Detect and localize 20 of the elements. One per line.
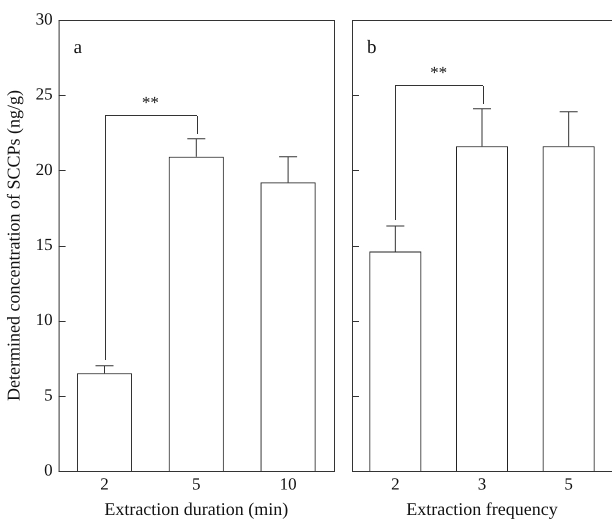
y-tick-label: 0 bbox=[44, 460, 53, 480]
y-tick-label: 10 bbox=[36, 310, 53, 330]
x-axis-title: Extraction frequency bbox=[406, 498, 558, 519]
annotation: ** bbox=[430, 62, 448, 83]
x-tick-label: 2 bbox=[100, 474, 109, 494]
annotation: b bbox=[367, 36, 376, 58]
y-tick-label: 5 bbox=[44, 385, 53, 404]
y-axis-title: Determined concentration of SCCPs (ng/g) bbox=[4, 90, 24, 401]
annotation: ** bbox=[142, 92, 159, 113]
x-tick-label: 5 bbox=[192, 474, 201, 494]
x-axis-title: Extraction duration (min) bbox=[104, 498, 288, 519]
x-tick-label: 2 bbox=[391, 474, 400, 494]
y-tick-label: 30 bbox=[36, 9, 53, 28]
y-tick-label: 25 bbox=[36, 84, 53, 104]
x-tick-label: 10 bbox=[280, 474, 297, 494]
x-tick-label: 3 bbox=[478, 474, 486, 494]
y-tick-label: 15 bbox=[36, 234, 53, 254]
y-tick-label: 20 bbox=[36, 160, 53, 179]
x-tick-label: 5 bbox=[564, 474, 573, 494]
annotation: a bbox=[74, 36, 83, 58]
